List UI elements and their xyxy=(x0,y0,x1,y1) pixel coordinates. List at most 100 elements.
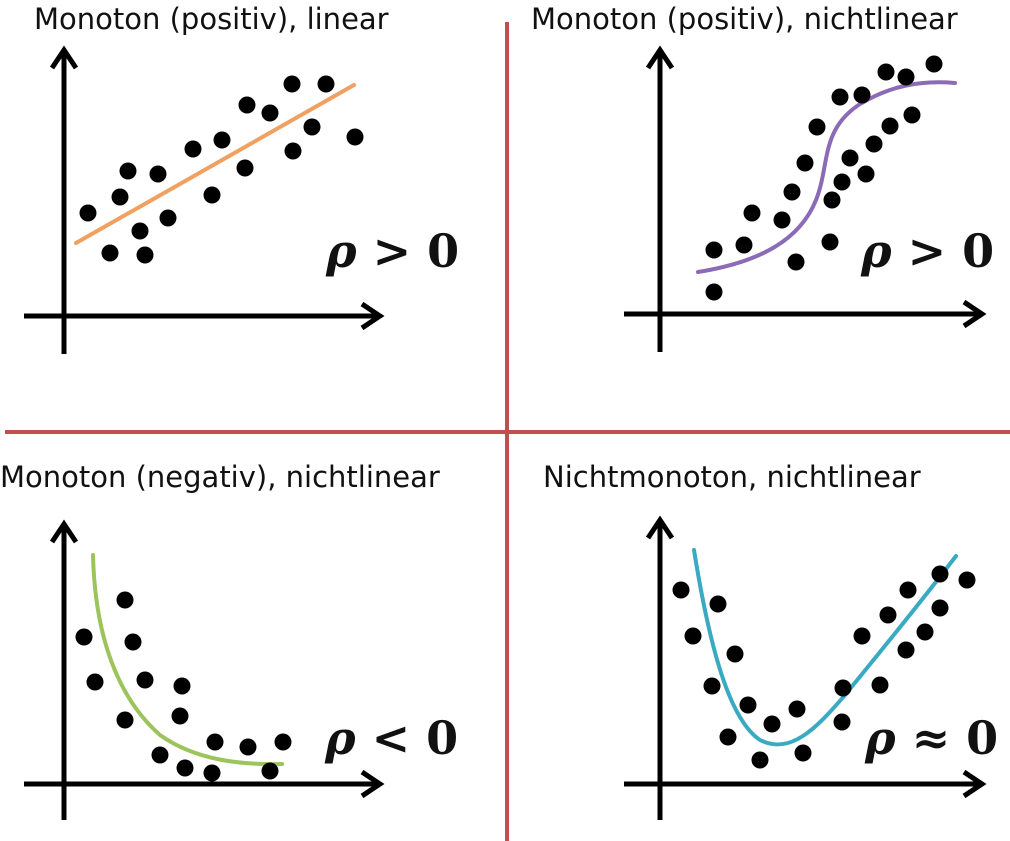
scatter-point-bottom-left xyxy=(124,633,142,651)
rho-symbol: ρ xyxy=(325,711,356,765)
rho-relation: > xyxy=(907,224,947,278)
scatter-point-top-right xyxy=(823,191,841,209)
scatter-point-top-left xyxy=(203,186,221,204)
scatter-point-bottom-left xyxy=(239,738,257,756)
scatter-point-bottom-left xyxy=(86,673,104,691)
rho-relation: > xyxy=(372,224,412,278)
rho-symbol: ρ xyxy=(865,711,896,765)
scatter-point-bottom-right xyxy=(684,627,702,645)
scatter-point-top-left xyxy=(317,75,335,93)
scatter-point-top-left xyxy=(346,128,364,146)
scatter-point-top-right xyxy=(705,241,723,259)
scatter-point-top-left xyxy=(283,75,301,93)
scatter-point-top-left xyxy=(184,140,202,158)
scatter-point-top-left xyxy=(261,104,279,122)
scatter-point-top-left xyxy=(213,131,231,149)
scatter-point-top-left xyxy=(303,118,321,136)
rho-value: 0 xyxy=(427,224,460,278)
scatter-point-bottom-right xyxy=(879,606,897,624)
scatter-point-top-left xyxy=(238,96,256,114)
scatter-point-bottom-left xyxy=(171,707,189,725)
scatter-point-top-right xyxy=(841,149,859,167)
panel-title-bottom-left: Monoton (negativ), nichtlinear xyxy=(0,460,440,494)
scatter-point-bottom-right xyxy=(703,677,721,695)
scatter-point-top-left xyxy=(149,165,167,183)
scatter-point-top-left xyxy=(79,204,97,222)
scatter-point-bottom-right xyxy=(751,751,769,769)
scatter-point-top-right xyxy=(903,106,921,124)
scatter-point-bottom-left xyxy=(261,762,279,780)
scatter-point-top-left xyxy=(284,142,302,160)
rho-annotation-bottom-left: ρ < 0 xyxy=(325,715,458,761)
scatter-point-top-left xyxy=(236,159,254,177)
scatter-point-bottom-right xyxy=(763,715,781,733)
scatter-point-bottom-right xyxy=(794,744,812,762)
scatter-point-top-right xyxy=(833,173,851,191)
scatter-point-bottom-left xyxy=(173,677,191,695)
scatter-point-bottom-right xyxy=(739,696,757,714)
panel-title-top-right: Monoton (positiv), nichtlinear xyxy=(531,2,958,36)
scatter-point-top-right xyxy=(925,55,943,73)
rho-value: 0 xyxy=(962,224,995,278)
scatter-point-top-left xyxy=(159,209,177,227)
fit-curve-sigmoid xyxy=(696,80,957,274)
scatter-point-top-right xyxy=(857,165,875,183)
rho-relation: ≈ xyxy=(911,711,951,765)
scatter-point-bottom-right xyxy=(931,599,949,617)
axes-bottom-right xyxy=(624,515,987,820)
scatter-point-bottom-right xyxy=(897,641,915,659)
scatter-point-top-right xyxy=(808,118,826,136)
scatter-point-bottom-right xyxy=(871,676,889,694)
scatter-point-top-right xyxy=(821,233,839,251)
scatter-point-top-right xyxy=(787,253,805,271)
scatter-point-bottom-left xyxy=(116,591,134,609)
scatter-point-bottom-right xyxy=(709,595,727,613)
scatter-point-top-right xyxy=(783,183,801,201)
scatter-point-top-left xyxy=(136,246,154,264)
scatter-point-top-right xyxy=(831,88,849,106)
rho-relation: < xyxy=(371,711,411,765)
rho-value: 0 xyxy=(966,711,999,765)
scatter-point-bottom-right xyxy=(788,700,806,718)
axes-top-right xyxy=(624,45,987,352)
rho-annotation-top-right: ρ > 0 xyxy=(861,228,994,274)
fit-line-linear xyxy=(74,83,356,245)
scatter-point-top-right xyxy=(773,211,791,229)
scatter-point-bottom-left xyxy=(136,671,154,689)
fit-curve-valley xyxy=(692,548,958,747)
scatter-point-bottom-left xyxy=(176,759,194,777)
scatter-point-bottom-right xyxy=(958,571,976,589)
rho-symbol: ρ xyxy=(326,224,357,278)
scatter-point-bottom-left xyxy=(274,733,292,751)
scatter-point-top-right xyxy=(865,135,883,153)
scatter-point-top-left xyxy=(111,188,129,206)
scatter-point-top-left xyxy=(131,222,149,240)
rho-annotation-bottom-right: ρ ≈ 0 xyxy=(865,715,998,761)
scatter-point-bottom-left xyxy=(151,746,169,764)
rho-symbol: ρ xyxy=(861,224,892,278)
scatter-point-bottom-right xyxy=(672,581,690,599)
scatter-point-top-right xyxy=(705,283,723,301)
panel-title-top-left: Monoton (positiv), linear xyxy=(34,2,389,36)
fit-curve-decay xyxy=(91,553,284,767)
axes-bottom-left xyxy=(24,519,385,820)
scatter-point-top-right xyxy=(897,68,915,86)
scatter-point-top-right xyxy=(735,236,753,254)
scatter-point-top-left xyxy=(101,244,119,262)
rho-value: 0 xyxy=(426,711,459,765)
scatter-point-bottom-right xyxy=(833,713,851,731)
scatter-point-bottom-left xyxy=(203,764,221,782)
axes-top-left xyxy=(24,45,385,354)
scatter-point-top-right xyxy=(743,204,761,222)
scatter-point-bottom-right xyxy=(916,623,934,641)
scatter-point-top-left xyxy=(119,162,137,180)
scatter-point-top-right xyxy=(881,117,899,135)
scatter-point-top-right xyxy=(877,63,895,81)
scatter-point-bottom-left xyxy=(206,733,224,751)
scatter-point-bottom-right xyxy=(853,627,871,645)
scatter-point-bottom-right xyxy=(899,581,917,599)
scatter-point-bottom-left xyxy=(75,628,93,646)
scatter-point-bottom-right xyxy=(931,565,949,583)
scatter-point-bottom-left xyxy=(116,711,134,729)
